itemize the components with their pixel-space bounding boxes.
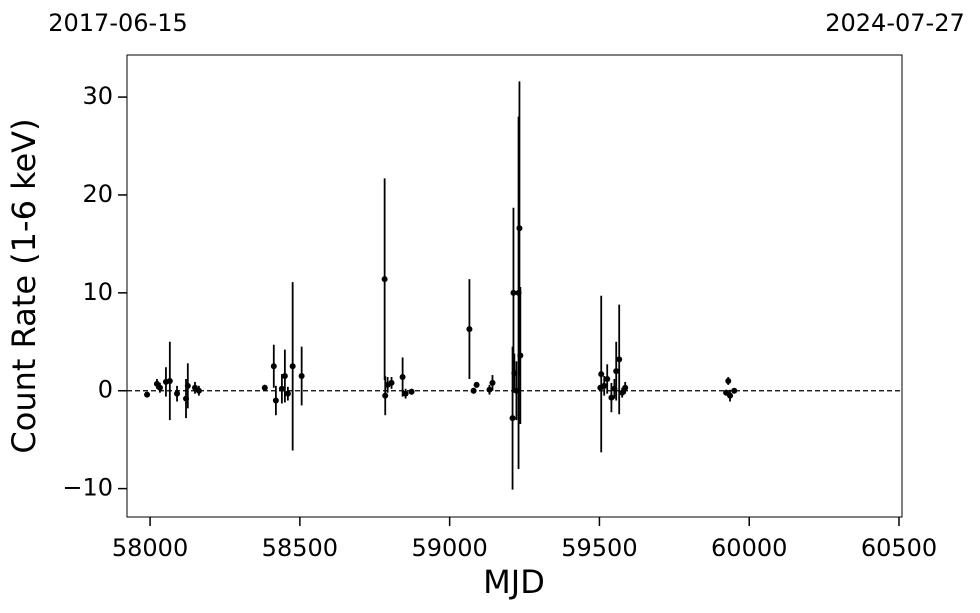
x-tick-label: 58000 — [112, 534, 188, 562]
data-point — [725, 377, 732, 384]
data-point — [156, 384, 163, 391]
data-point — [466, 326, 473, 333]
x-axis-label: MJD — [483, 563, 545, 601]
end-date-label: 2024-07-27 — [825, 9, 964, 37]
data-point — [509, 415, 516, 422]
data-point — [183, 395, 190, 402]
data-point — [166, 377, 173, 384]
data-point — [281, 373, 288, 380]
data-point — [272, 397, 279, 404]
data-point — [486, 386, 493, 393]
data-point — [511, 370, 518, 377]
data-point — [619, 389, 626, 396]
data-point — [408, 388, 415, 395]
x-tick-label: 58500 — [262, 534, 338, 562]
y-tick-label: 20 — [82, 180, 113, 208]
data-point — [195, 387, 202, 394]
data-point — [174, 390, 181, 397]
y-tick-label: 30 — [82, 82, 113, 110]
data-point — [510, 289, 517, 296]
data-point — [278, 385, 285, 392]
data-point — [289, 363, 296, 370]
data-point — [616, 356, 623, 363]
data-point — [270, 363, 277, 370]
data-point — [608, 394, 615, 401]
y-tick-label: −10 — [62, 474, 113, 502]
y-axis-label: Count Rate (1-6 keV) — [5, 118, 43, 453]
data-point — [598, 371, 605, 378]
data-point — [388, 379, 395, 386]
data-point — [731, 387, 738, 394]
data-point — [298, 373, 305, 380]
x-tick-label: 59500 — [561, 534, 637, 562]
x-tick-label: 60000 — [711, 534, 787, 562]
y-tick-label: 10 — [82, 278, 113, 306]
data-point — [517, 352, 524, 359]
data-point — [381, 276, 388, 283]
data-point — [613, 368, 620, 375]
data-point — [601, 382, 608, 389]
data-point — [515, 289, 522, 296]
plot-frame — [126, 54, 903, 518]
data-point — [261, 384, 268, 391]
data-point — [489, 379, 496, 386]
data-point — [611, 385, 618, 392]
data-point — [516, 225, 523, 232]
data-point — [604, 375, 611, 382]
data-point — [470, 387, 477, 394]
data-point — [284, 390, 291, 397]
data-point — [382, 392, 389, 399]
data-point — [727, 392, 734, 399]
data-point — [402, 390, 409, 397]
x-tick-label: 60500 — [861, 534, 937, 562]
data-point — [513, 387, 520, 394]
data-point — [622, 384, 629, 391]
data-point — [184, 382, 191, 389]
data-point — [399, 374, 406, 381]
data-point — [144, 391, 151, 398]
x-tick-label: 59000 — [411, 534, 487, 562]
start-date-label: 2017-06-15 — [48, 9, 187, 37]
data-point — [473, 381, 480, 388]
y-tick-label: 0 — [98, 376, 113, 404]
